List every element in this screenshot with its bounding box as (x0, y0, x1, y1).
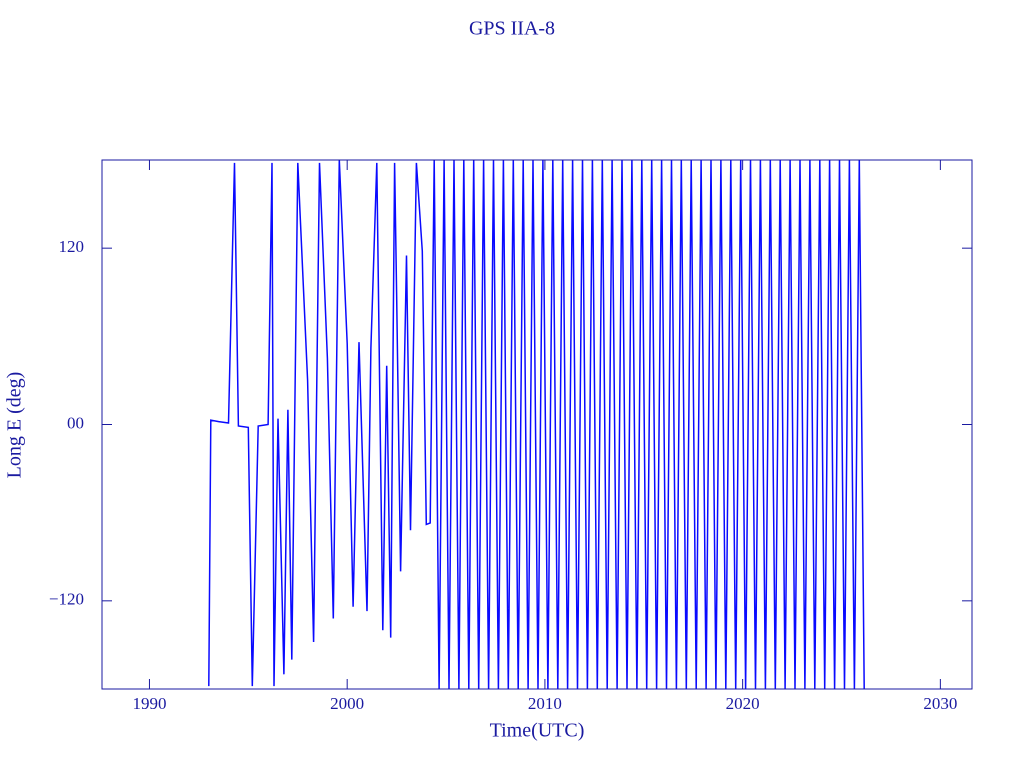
x-axis-label: Time(UTC) (490, 720, 585, 742)
x-tick-label: 2030 (923, 694, 957, 713)
y-axis-label: Long E (deg) (4, 372, 26, 479)
data-line (208, 159, 865, 690)
x-tick-label: 2000 (330, 694, 364, 713)
x-tick-label: 1990 (132, 694, 166, 713)
x-tick-label: 2010 (528, 694, 562, 713)
y-tick-label: −120 (49, 590, 84, 609)
chart-title: GPS IIA-8 (469, 18, 555, 40)
y-tick-label: 00 (67, 413, 84, 432)
x-tick-label: 2020 (726, 694, 760, 713)
y-tick-label: 120 (59, 237, 85, 256)
